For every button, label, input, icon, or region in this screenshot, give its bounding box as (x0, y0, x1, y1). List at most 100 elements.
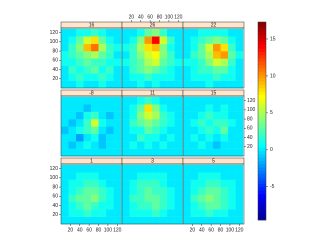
cell (205, 51, 214, 59)
cell (129, 164, 138, 173)
cell (91, 119, 99, 127)
colorbar-segment (258, 203, 266, 208)
cell (205, 216, 214, 225)
cell (98, 187, 107, 195)
cell (68, 201, 77, 210)
cell (190, 104, 199, 112)
cell (174, 80, 183, 89)
cell (98, 119, 107, 127)
cell (83, 51, 92, 59)
cell (235, 80, 244, 89)
cell (152, 58, 160, 67)
cell (76, 209, 84, 217)
cell (61, 65, 69, 74)
panel-border (182, 95, 245, 157)
cell (190, 209, 199, 217)
cell (91, 209, 99, 217)
cell (152, 73, 160, 81)
cell (152, 126, 160, 135)
cell (198, 58, 206, 67)
cell (159, 119, 168, 127)
cell (152, 65, 160, 74)
cell (174, 126, 183, 135)
colorbar-segment (258, 154, 266, 158)
cell (235, 201, 244, 210)
cell (61, 209, 69, 217)
cell (205, 133, 214, 142)
cell (91, 111, 99, 120)
cell (129, 51, 138, 59)
x-tick-label: 80 (157, 14, 163, 20)
cell (113, 194, 122, 203)
cell (183, 164, 191, 173)
cell (76, 111, 84, 120)
cell (190, 111, 199, 120)
cell (159, 58, 168, 67)
colorbar-tick-label: 0 (270, 147, 273, 153)
cell (106, 73, 114, 81)
cell (129, 201, 138, 210)
cell (220, 141, 229, 149)
colorbar-segment (258, 127, 266, 132)
colorbar-segment (258, 190, 266, 194)
cell (144, 133, 153, 142)
cell (106, 28, 114, 37)
cell (144, 119, 153, 127)
cell (152, 80, 160, 89)
cell (235, 141, 244, 149)
colorbar-segment (258, 41, 266, 46)
cell (228, 172, 236, 180)
cell (68, 58, 77, 67)
cell (205, 126, 214, 135)
cell (205, 36, 214, 44)
cell (122, 141, 130, 149)
cell (174, 104, 183, 112)
cell (174, 43, 183, 52)
cell (174, 111, 183, 120)
cell (205, 43, 214, 52)
cell (198, 141, 206, 149)
cell (98, 43, 107, 52)
cell (98, 209, 107, 217)
cell (122, 28, 130, 37)
cell (137, 187, 145, 195)
cell (174, 148, 183, 157)
cell (61, 141, 69, 149)
cell (129, 179, 138, 188)
cell (183, 80, 191, 89)
x-tick-label: 40 (138, 14, 144, 20)
cell (220, 164, 229, 173)
cell (152, 104, 160, 112)
cell (228, 43, 236, 52)
cell (183, 36, 191, 44)
cell (144, 216, 153, 225)
cell (122, 104, 130, 112)
colorbar-segment (258, 48, 266, 52)
cell (83, 43, 92, 52)
cell (152, 179, 160, 188)
strip-label: -8 (89, 91, 94, 97)
cell (76, 65, 84, 74)
cell (61, 36, 69, 44)
cell (61, 172, 69, 180)
colorbar-segment (258, 58, 266, 62)
cell (198, 80, 206, 89)
y-tick-label: 120 (247, 98, 256, 104)
cell (205, 179, 214, 188)
cell (167, 104, 175, 112)
colorbar-segment (258, 25, 266, 29)
cell (205, 96, 214, 105)
cell (98, 172, 107, 180)
cell (152, 172, 160, 180)
cell (122, 126, 130, 135)
cell (220, 119, 229, 127)
cell (167, 209, 175, 217)
cell (220, 179, 229, 188)
cell (68, 111, 77, 120)
cell (137, 209, 145, 217)
cell (235, 36, 244, 44)
cell (91, 96, 99, 105)
cell (61, 216, 69, 225)
cell (213, 43, 221, 52)
cell (129, 194, 138, 203)
